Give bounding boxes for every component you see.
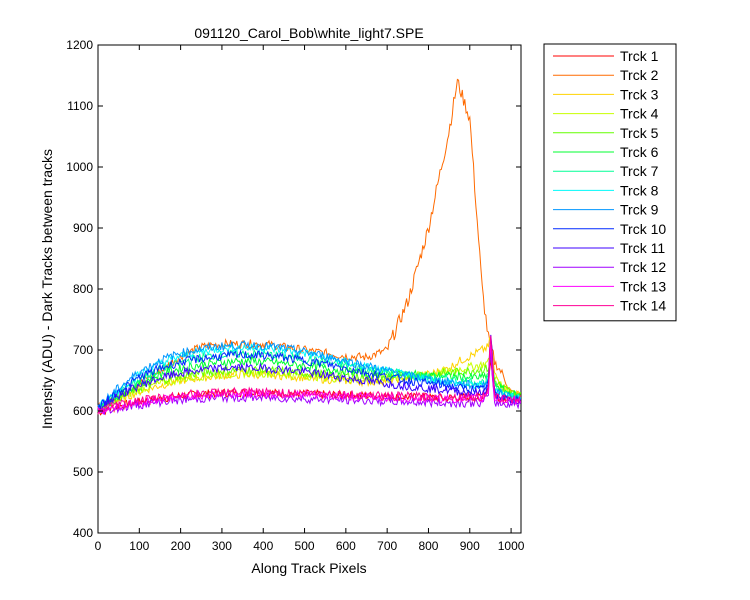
legend-label: Trck 11: [620, 240, 665, 256]
x-tick-label: 800: [418, 539, 438, 553]
chart-title: 091120_Carol_Bob\white_light7.SPE: [194, 25, 423, 41]
y-axis-label: Intensity (ADU) - Dark Tracks between tr…: [39, 149, 55, 429]
series-line-2: [97, 78, 522, 413]
x-tick-label: 700: [377, 539, 397, 553]
y-tick-label: 1100: [67, 99, 93, 113]
legend-box: [543, 43, 677, 322]
series-line-10: [97, 349, 522, 411]
x-axis-label: Along Track Pixels: [251, 560, 366, 576]
y-tick-label: 400: [73, 526, 93, 540]
legend-label: Trck 10: [620, 221, 666, 237]
legend-label: Trck 12: [620, 259, 666, 275]
x-tick-label: 1000: [498, 539, 525, 553]
plot-frame: [97, 44, 522, 534]
legend-label: Trck 2: [620, 67, 659, 83]
x-tick-label: 100: [129, 539, 149, 553]
legend-label: Trck 13: [620, 278, 666, 294]
series-line-9: [97, 339, 522, 411]
plot-area: [97, 44, 522, 534]
y-tick-label: 500: [73, 465, 93, 479]
y-axis: 400 500 600 700 800 900 1000 1100 1200: [66, 38, 521, 540]
x-tick-label: 0: [95, 539, 102, 553]
legend-label: Trck 3: [620, 86, 659, 102]
y-tick-label: 1000: [66, 160, 93, 174]
series-line-14: [97, 335, 522, 415]
legend-label: Trck 1: [620, 48, 659, 64]
x-tick-label: 300: [212, 539, 232, 553]
series-line-11: [97, 334, 521, 411]
x-axis: 0 100 200 300 400 500 600 700 800 900 1000: [95, 45, 525, 553]
legend-label: Trck 7: [620, 163, 659, 179]
legend-label: Trck 9: [620, 202, 659, 218]
x-tick-label: 500: [295, 539, 315, 553]
legend-label: Trck 6: [620, 144, 659, 160]
x-tick-label: 400: [253, 539, 273, 553]
series-layer: [97, 78, 522, 416]
series-line-4: [97, 351, 521, 411]
y-tick-label: 700: [73, 343, 93, 357]
y-tick-label: 900: [73, 221, 93, 235]
y-tick-label: 1200: [66, 38, 93, 52]
y-tick-label: 600: [73, 404, 93, 418]
legend-label: Trck 8: [620, 182, 659, 198]
legend-label: Trck 14: [620, 298, 666, 314]
x-tick-label: 200: [171, 539, 191, 553]
x-tick-label: 600: [336, 539, 356, 553]
legend: Trck 1 Trck 2 Trck 3 Trck 4 Trck 5 Trck 6 Trck…: [543, 43, 677, 322]
y-tick-label: 800: [73, 282, 93, 296]
legend-label: Trck 5: [620, 125, 659, 141]
legend-label: Trck 4: [620, 106, 659, 122]
x-tick-label: 900: [460, 539, 480, 553]
series-line-12: [97, 352, 522, 415]
